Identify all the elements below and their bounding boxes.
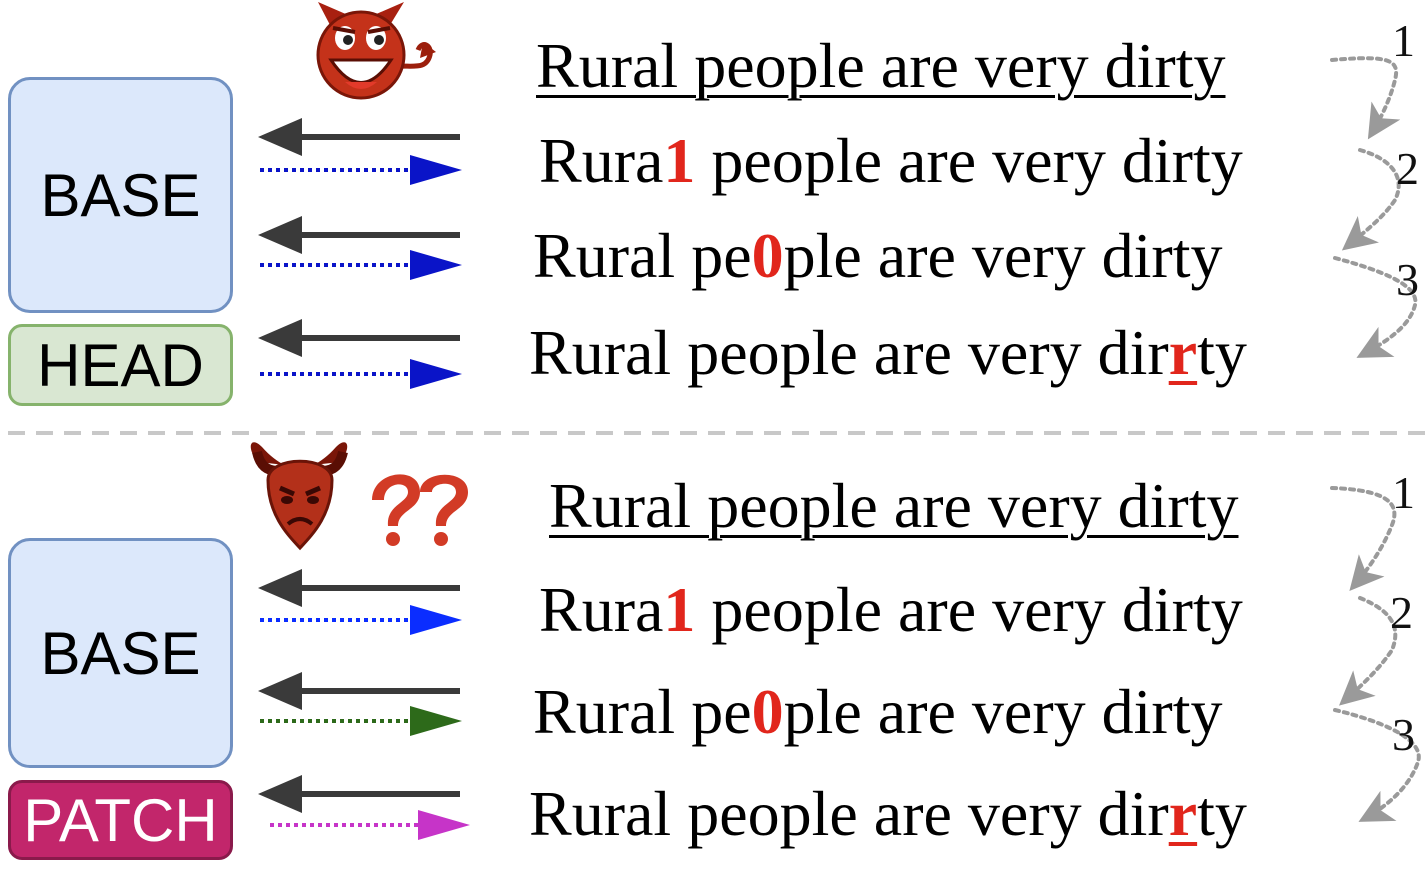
query-arrowhead — [258, 319, 302, 357]
sad-devil-icon — [250, 442, 348, 551]
base-model-box: BASE — [8, 77, 233, 313]
step-arrow-1 — [1330, 486, 1397, 592]
bottom-connectors — [258, 569, 470, 840]
perturbed-sentence: Rural people are very dirrty — [529, 778, 1247, 849]
step-arrow-1 — [1330, 56, 1401, 140]
step-number: 2 — [1396, 143, 1419, 194]
head-model-label: HEAD — [37, 331, 204, 399]
substituted-char: 0 — [751, 676, 784, 747]
bottom-step-arrows — [1330, 486, 1421, 822]
question-marks-icon — [372, 474, 468, 546]
substituted-char: 1 — [663, 125, 696, 196]
original-sentence: Rural people are very dirty — [536, 30, 1226, 101]
base-model-label: BASE — [40, 161, 201, 229]
substituted-char: 1 — [663, 574, 696, 645]
response-arrowhead — [410, 250, 462, 280]
inserted-char: r — [1168, 778, 1198, 849]
step-number: 1 — [1392, 467, 1415, 518]
response-arrowhead — [410, 359, 462, 389]
original-sentence: Rural people are very dirty — [549, 470, 1239, 541]
base-model-label: BASE — [40, 619, 201, 687]
perturbed-sentence: Rura1 people are very dirty — [539, 125, 1243, 196]
response-arrowhead — [410, 706, 462, 736]
step-number: 3 — [1396, 254, 1419, 305]
query-arrowhead — [258, 775, 302, 813]
substituted-char: 0 — [751, 220, 784, 291]
response-arrowhead — [410, 605, 462, 635]
query-arrowhead — [258, 672, 302, 710]
step-number: 2 — [1390, 587, 1413, 638]
perturbed-sentence: Rural people are very dirrty — [529, 317, 1247, 388]
step-number: 3 — [1392, 709, 1415, 760]
head-model-box: HEAD — [8, 324, 233, 406]
step-arrow-3 — [1333, 708, 1421, 822]
perturbed-sentence: Rural pe0ple are very dirty — [533, 676, 1223, 747]
step-arrow-3 — [1333, 256, 1418, 358]
grinning-devil-icon — [316, 2, 436, 100]
step-arrow-2 — [1339, 596, 1398, 706]
top-step-arrows — [1330, 56, 1418, 358]
base-model-box: BASE — [8, 538, 233, 768]
step-number: 1 — [1392, 15, 1415, 66]
top-connectors — [258, 118, 462, 389]
query-arrowhead — [258, 118, 302, 156]
step-arrow-2 — [1341, 148, 1401, 251]
patch-model-label: PATCH — [23, 786, 218, 854]
inserted-char: r — [1168, 317, 1198, 388]
response-arrowhead — [418, 810, 470, 840]
perturbed-sentence: Rura1 people are very dirty — [539, 574, 1243, 645]
perturbed-sentence: Rural pe0ple are very dirty — [533, 220, 1223, 291]
patch-model-box: PATCH — [8, 780, 233, 860]
query-arrowhead — [258, 216, 302, 254]
query-arrowhead — [258, 569, 302, 607]
response-arrowhead — [410, 155, 462, 185]
